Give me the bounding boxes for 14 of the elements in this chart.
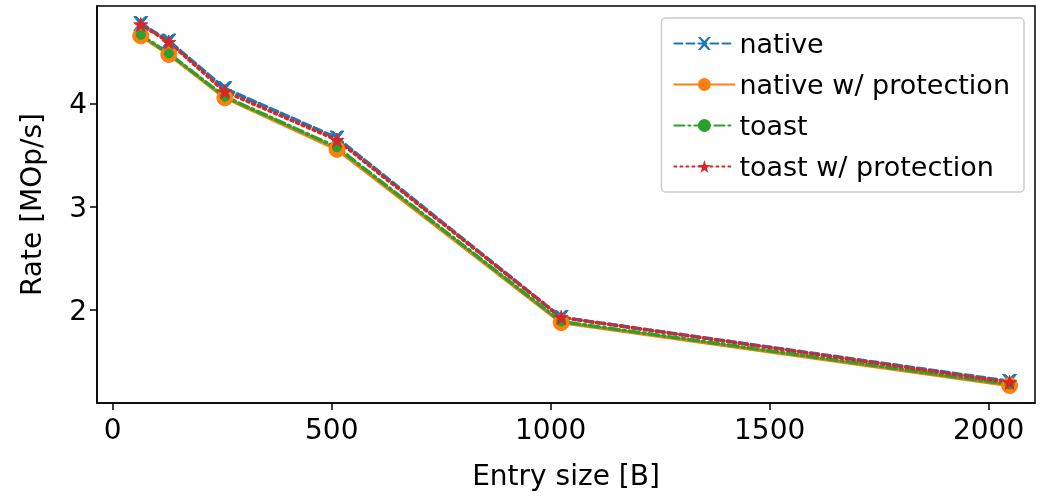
x-tick-label: 2000	[952, 412, 1025, 446]
y-axis-title: Rate [MOp/s]	[14, 113, 48, 296]
x-tick-label: 0	[103, 412, 122, 446]
x-tick-label: 500	[304, 412, 359, 446]
x-tick-label: 1500	[733, 412, 806, 446]
x-axis-title: Entry size [B]	[472, 458, 660, 492]
x-tick-label: 1000	[515, 412, 587, 446]
legend-label: native w/ protection	[739, 69, 1010, 100]
legend-label: native	[739, 28, 824, 59]
y-tick-label: 4	[69, 87, 87, 121]
legend-label: toast	[739, 110, 808, 141]
y-tick-label: 3	[69, 190, 87, 224]
legend-label: toast w/ protection	[739, 151, 994, 182]
y-tick-label: 2	[69, 293, 87, 327]
